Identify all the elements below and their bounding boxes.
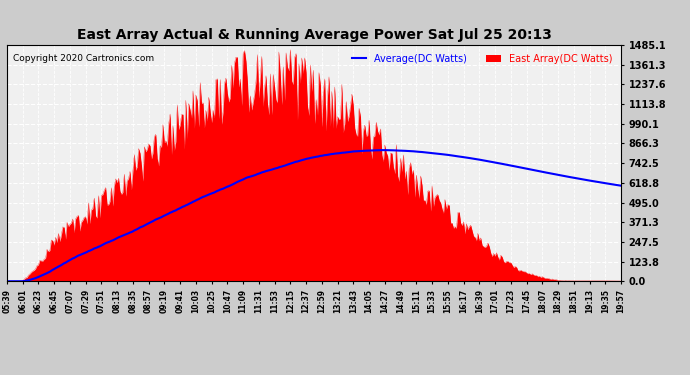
Text: Copyright 2020 Cartronics.com: Copyright 2020 Cartronics.com [13,54,154,63]
Legend: Average(DC Watts), East Array(DC Watts): Average(DC Watts), East Array(DC Watts) [348,50,616,68]
Title: East Array Actual & Running Average Power Sat Jul 25 20:13: East Array Actual & Running Average Powe… [77,28,551,42]
